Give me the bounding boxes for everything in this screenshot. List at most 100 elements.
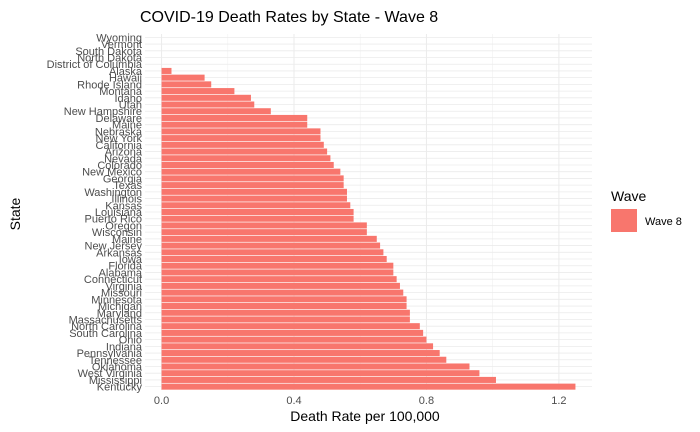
- y-tick-label: North Dakota: [77, 53, 143, 65]
- y-tick-label: Indiana: [106, 341, 143, 353]
- y-tick-label: Wyoming: [96, 32, 142, 44]
- bar: [161, 202, 351, 209]
- bar: [161, 161, 334, 169]
- chart-title: COVID-19 Death Rates by State - Wave 8: [140, 9, 438, 26]
- y-tick-label: Arkansas: [96, 247, 142, 259]
- bar: [161, 296, 407, 303]
- y-tick-label: Nevada: [104, 153, 143, 165]
- y-tick-label: Florida: [108, 261, 143, 273]
- bar: [161, 74, 205, 81]
- y-tick-label: Louisiana: [95, 207, 143, 219]
- bar: [161, 276, 397, 283]
- bar: [161, 81, 212, 88]
- bar: [161, 249, 384, 256]
- y-tick-label: Alaska: [109, 66, 143, 78]
- bar: [161, 282, 400, 289]
- bar: [161, 88, 235, 95]
- y-tick-label: Illinois: [111, 194, 142, 206]
- y-tick-label: Montana: [99, 86, 143, 98]
- y-tick-label: Delaware: [96, 113, 142, 125]
- legend-title: Wave: [611, 188, 646, 204]
- y-tick-label: Virginia: [106, 281, 143, 293]
- bar: [161, 182, 344, 189]
- bar: [161, 121, 308, 128]
- y-tick-label: Wisconsin: [92, 227, 142, 239]
- bar: [161, 316, 410, 323]
- bar: [161, 376, 496, 383]
- y-tick-label: Maine: [112, 234, 142, 246]
- bar: [161, 329, 424, 336]
- y-tick-label: Iowa: [119, 254, 143, 266]
- y-tick-label: Texas: [113, 180, 142, 192]
- legend-swatch: [611, 209, 637, 232]
- bar: [161, 269, 394, 276]
- legend-label: Wave 8: [645, 216, 682, 228]
- bar: [161, 195, 347, 202]
- y-tick-label: South Dakota: [75, 46, 143, 58]
- bar: [161, 208, 354, 216]
- bar: [161, 101, 255, 108]
- bar: [161, 309, 410, 316]
- y-tick-label: Nebraska: [95, 126, 143, 138]
- y-tick-label: California: [96, 140, 143, 152]
- y-tick-label: Michigan: [98, 301, 142, 313]
- bar: [161, 350, 440, 357]
- bar: [161, 235, 377, 242]
- bar: [161, 108, 271, 115]
- y-tick-label: Massachusetts: [69, 314, 143, 326]
- y-tick-label: Connecticut: [84, 274, 142, 286]
- legend: Wave Wave 8: [611, 188, 682, 232]
- y-tick-label: Georgia: [103, 173, 143, 185]
- y-tick-label: Kentucky: [97, 382, 143, 394]
- y-tick-label: New Jersey: [85, 241, 143, 253]
- bar: [161, 262, 394, 269]
- bar: [161, 188, 347, 195]
- y-tick-label: District of Columbia: [47, 59, 143, 71]
- y-tick-label: Oklahoma: [92, 361, 143, 373]
- y-tick-label: Oregon: [105, 220, 142, 232]
- y-tick-label: Pennsylvania: [77, 348, 143, 360]
- y-axis-title: State: [7, 197, 23, 230]
- y-tick-label: Alabama: [99, 267, 143, 279]
- x-tick-label: 1.2: [551, 395, 566, 407]
- y-tick-label: Washington: [84, 187, 142, 199]
- x-tick-labels: 0.0 0.4 0.8 1.2: [154, 395, 567, 407]
- bar: [161, 128, 321, 135]
- bar: [161, 336, 427, 343]
- bar: [161, 370, 480, 377]
- y-tick-label: New York: [96, 133, 143, 145]
- y-tick-label: North Carolina: [71, 321, 143, 333]
- bar: [161, 229, 367, 236]
- y-tick-label: Mississippi: [89, 375, 142, 387]
- y-tick-label: Puerto Rico: [85, 214, 142, 226]
- bar: [161, 303, 407, 310]
- x-tick-label: 0.8: [419, 395, 434, 407]
- y-tick-label: Ohio: [119, 335, 142, 347]
- bar: [161, 289, 404, 296]
- bar: [161, 383, 576, 390]
- y-tick-label: Colorado: [97, 160, 142, 172]
- y-tick-label: South Carolina: [69, 328, 143, 340]
- bar: [161, 148, 328, 155]
- bar: [161, 168, 341, 175]
- bar: [161, 255, 387, 263]
- y-tick-label: Tennessee: [89, 355, 142, 367]
- bar: [161, 363, 470, 370]
- y-tick-label: Kansas: [105, 200, 142, 212]
- bar: [161, 242, 381, 249]
- bar: [161, 94, 251, 101]
- y-tick-label: Maryland: [97, 308, 142, 320]
- bar: [161, 141, 324, 148]
- x-tick-label: 0.0: [154, 395, 169, 407]
- bar: [161, 323, 420, 330]
- y-tick-label: New Hampshire: [64, 106, 142, 118]
- bar: [161, 135, 321, 142]
- bar: [161, 215, 354, 222]
- y-tick-label: Missouri: [101, 288, 142, 300]
- y-tick-label: Hawaii: [109, 73, 142, 85]
- bar: [161, 67, 172, 74]
- y-tick-label: Maine: [112, 120, 142, 132]
- bar: [161, 155, 331, 162]
